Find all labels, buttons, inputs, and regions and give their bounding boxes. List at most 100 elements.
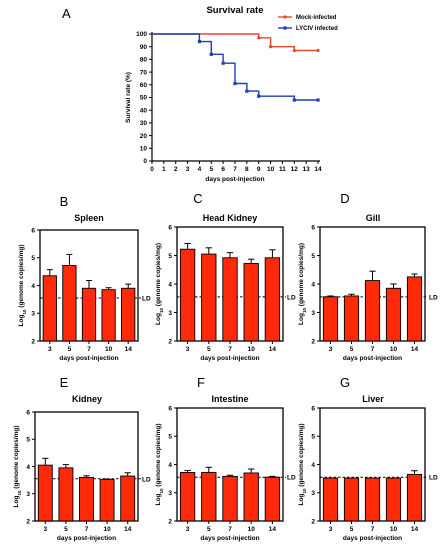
y-axis-label: Log10 (genome copies/mg) — [298, 424, 307, 506]
y-tick-label: 30 — [140, 120, 148, 127]
bar — [322, 296, 339, 342]
x-tick-label: 10 — [248, 526, 256, 533]
x-tick-label: 3 — [329, 526, 333, 533]
y-tick-label: 100 — [136, 31, 147, 38]
series-marker — [316, 98, 320, 102]
y-tick-label: 3 — [168, 490, 172, 497]
detection-limit-label: LD — [142, 295, 151, 302]
x-axis-label: days post-injection — [57, 535, 116, 542]
panel-b: B Spleen 2 3 4 5 6 Log10 (genome copies/mg) LD 3 5… — [18, 194, 151, 362]
y-tick-label: 5 — [26, 437, 30, 444]
y-tick-label: 3 — [311, 310, 315, 317]
series-line-1 — [152, 33, 318, 52]
y-axis-label: Log10 (genome copies/mg) — [298, 243, 307, 325]
bar — [201, 471, 217, 522]
bar — [222, 475, 238, 522]
y-tick-label: 5 — [311, 253, 315, 260]
series-marker — [316, 48, 320, 53]
bar — [99, 479, 115, 522]
y-tick-label: 4 — [31, 283, 35, 290]
x-tick-label: 14 — [125, 346, 133, 353]
bar — [364, 477, 381, 522]
legend-label: Mock-infected — [296, 15, 337, 21]
panel-label: B — [60, 194, 69, 209]
y-tick-label: 6 — [31, 227, 35, 234]
x-tick-label: 9 — [257, 166, 261, 173]
series-marker — [257, 94, 261, 98]
x-tick-label: 5 — [207, 526, 211, 533]
y-tick-label: 4 — [168, 281, 172, 288]
x-tick-label: 10 — [248, 346, 256, 353]
y-tick-label: 4 — [311, 281, 315, 288]
bar — [243, 263, 259, 342]
bar — [37, 464, 53, 522]
bar — [42, 275, 57, 342]
y-tick-label: 3 — [26, 491, 30, 498]
x-tick-label: 3 — [43, 526, 47, 533]
bar — [385, 287, 402, 342]
x-tick-label: 5 — [350, 346, 354, 353]
detection-limit-label: LD — [429, 475, 438, 482]
x-axis-label: days post-injection — [343, 535, 402, 542]
y-tick-label: 40 — [140, 107, 148, 114]
y-tick-label: 5 — [168, 253, 172, 260]
series-marker — [197, 40, 202, 44]
x-tick-label: 0 — [150, 166, 154, 173]
bar — [343, 477, 360, 522]
x-tick-label: 8 — [245, 166, 249, 173]
series-marker — [292, 98, 296, 102]
x-tick-label: 2 — [174, 166, 178, 173]
y-tick-label: 6 — [26, 409, 30, 416]
x-tick-label: 7 — [371, 346, 375, 353]
series-marker — [245, 89, 249, 93]
bar — [385, 477, 402, 522]
y-tick-label: 70 — [140, 69, 148, 76]
bar — [264, 476, 281, 522]
y-tick-label: 2 — [311, 518, 315, 525]
y-tick-label: 4 — [168, 462, 172, 469]
series-marker — [221, 61, 225, 65]
x-tick-label: 10 — [103, 526, 111, 533]
bar — [406, 473, 423, 522]
x-tick-label: 10 — [390, 346, 398, 353]
x-tick-label: 5 — [207, 346, 211, 353]
x-tick-label: 5 — [350, 526, 354, 533]
bar — [364, 280, 381, 342]
bar — [243, 472, 259, 522]
y-tick-label: 0 — [143, 158, 147, 165]
y-tick-label: 6 — [311, 224, 315, 231]
y-axis-label: Log10 (genome copies/mg) — [13, 426, 22, 508]
legend-marker — [283, 15, 287, 19]
x-tick-label: 7 — [85, 526, 89, 533]
x-axis-label: days post-injection — [59, 355, 118, 362]
bar — [179, 248, 196, 342]
x-tick-label: 6 — [221, 166, 225, 173]
panel-label: C — [193, 191, 202, 206]
y-tick-label: 10 — [140, 146, 148, 153]
y-tick-label: 2 — [168, 518, 172, 525]
x-tick-label: 14 — [411, 346, 419, 353]
x-tick-label: 7 — [228, 346, 232, 353]
x-tick-label: 14 — [411, 526, 419, 533]
panel-f: F Intestine 2 3 4 5 6 Log10 (genome copies/mg) L… — [155, 375, 296, 542]
bar — [322, 477, 339, 522]
y-tick-label: 6 — [311, 405, 315, 412]
x-tick-label: 3 — [48, 346, 52, 353]
bar — [81, 287, 97, 342]
y-tick-label: 2 — [31, 338, 35, 345]
y-axis-label: Log10 (genome copies/mg) — [155, 424, 164, 506]
y-tick-label: 5 — [31, 255, 35, 262]
chart-title: Survival rate — [206, 5, 263, 16]
y-axis-label: Survival rate (%) — [125, 72, 132, 123]
legend-label: LYCIV infected — [296, 26, 338, 32]
panel-title: Spleen — [74, 213, 104, 223]
y-tick-label: 5 — [168, 434, 172, 441]
y-axis-label: Log10 (genome copies/mg) — [155, 243, 164, 325]
detection-limit-label: LD — [142, 476, 151, 483]
x-tick-label: 10 — [105, 346, 113, 353]
x-axis-label: days post-injection — [343, 355, 402, 362]
panel-title: Head Kidney — [203, 213, 258, 223]
